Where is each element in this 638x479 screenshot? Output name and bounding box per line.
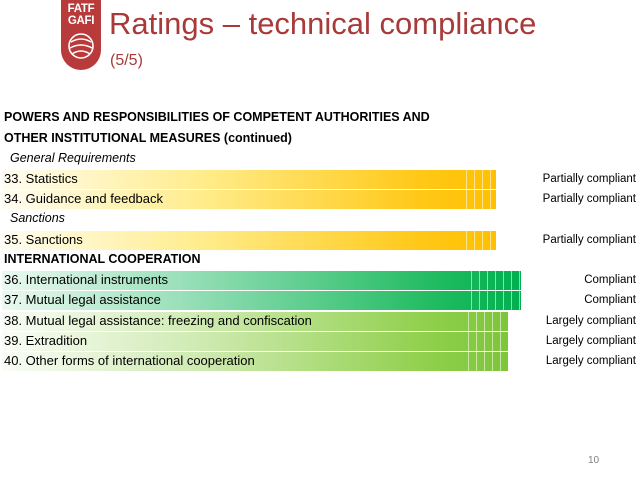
rating-row-39: 39. Extradition Largely compliant	[2, 332, 636, 351]
subheading-general-requirements: General Requirements	[10, 151, 136, 165]
section-heading-powers-line1: POWERS AND RESPONSIBILITIES OF COMPETENT…	[4, 110, 430, 124]
row-label: 35. Sanctions	[4, 232, 83, 247]
rating-value: Largely compliant	[545, 315, 636, 327]
rating-bar	[2, 271, 521, 290]
row-label: 34. Guidance and feedback	[4, 191, 164, 206]
rating-bar	[2, 352, 508, 371]
row-label: 37. Mutual legal assistance	[4, 292, 161, 307]
row-label: 38. Mutual legal assistance: freezing an…	[4, 313, 312, 328]
fatf-gafi-logo: FATF GAFI	[61, 0, 101, 70]
row-label: 33. Statistics	[4, 171, 78, 186]
subheading-sanctions: Sanctions	[10, 211, 65, 225]
section-heading-international-cooperation: INTERNATIONAL COOPERATION	[4, 252, 201, 266]
rating-value: Largely compliant	[545, 335, 636, 347]
page-number: 10	[588, 455, 600, 466]
rating-row-38: 38. Mutual legal assistance: freezing an…	[2, 312, 636, 331]
row-label: 36. International instruments	[4, 272, 169, 287]
rating-value: Compliant	[584, 294, 636, 306]
rating-row-37: 37. Mutual legal assistance Compliant	[2, 291, 636, 310]
rating-bar	[2, 170, 496, 189]
rating-row-36: 36. International instruments Compliant	[2, 271, 636, 290]
rating-value: Partially compliant	[542, 173, 636, 185]
row-label: 39. Extradition	[4, 333, 88, 348]
rating-row-35: 35. Sanctions Partially compliant	[2, 231, 636, 250]
rating-value: Partially compliant	[542, 193, 636, 205]
rating-bar	[2, 291, 521, 310]
row-label: 40. Other forms of international coopera…	[4, 353, 255, 368]
logo-line-fatf: FATF	[67, 3, 95, 15]
slide-subtitle: (5/5)	[110, 52, 143, 69]
rating-bar	[2, 190, 496, 209]
globe-icon	[68, 33, 94, 59]
rating-value: Partially compliant	[542, 234, 636, 246]
rating-bar	[2, 231, 496, 250]
rating-value: Largely compliant	[545, 355, 636, 367]
section-heading-powers-line2: OTHER INSTITUTIONAL MEASURES (continued)	[4, 131, 292, 145]
rating-bar	[2, 332, 508, 351]
logo-line-gafi: GAFI	[67, 15, 95, 27]
rating-row-33: 33. Statistics Partially compliant	[2, 170, 636, 189]
rating-row-34: 34. Guidance and feedback Partially comp…	[2, 190, 636, 209]
rating-value: Compliant	[584, 274, 636, 286]
rating-row-40: 40. Other forms of international coopera…	[2, 352, 636, 371]
slide-title: Ratings – technical compliance	[109, 6, 537, 41]
rating-bar	[2, 312, 508, 331]
